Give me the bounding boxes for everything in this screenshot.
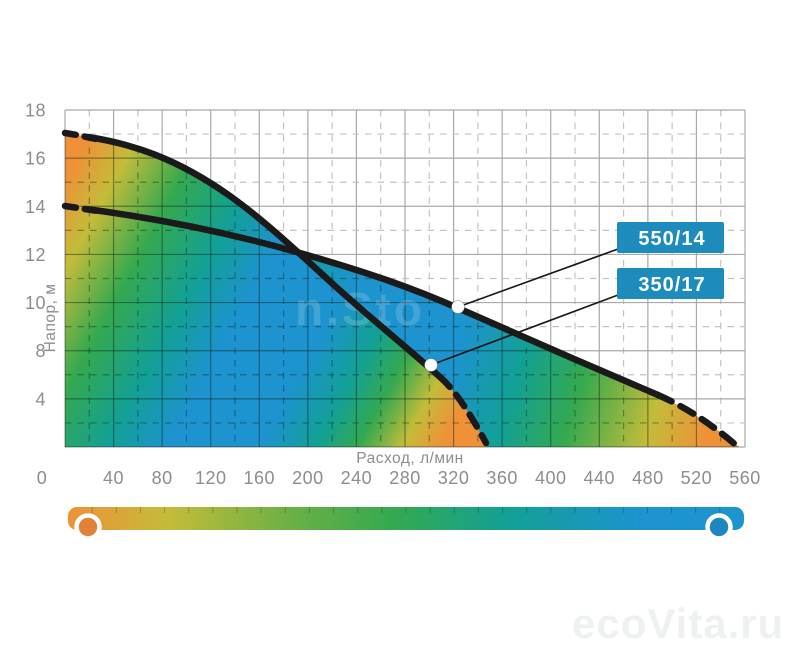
curve-350-17-tail — [436, 373, 490, 447]
connector-550 — [457, 248, 619, 308]
y-tick-label: 14 — [25, 197, 46, 217]
callout-box-550 — [617, 222, 724, 253]
x-axis-tick-labels: 0 40 80 120 160 200 240 280 320 360 400 440 480 520 56… — [37, 468, 761, 488]
callout-connectors — [430, 248, 619, 366]
x-tick-label: 560 — [729, 468, 761, 488]
curve-550-14-tail — [654, 391, 741, 450]
curve-markers — [424, 300, 465, 372]
x-tick-label: 280 — [389, 468, 421, 488]
y-tick-label: 12 — [25, 245, 46, 265]
y-tick-label: 10 — [25, 293, 46, 313]
x-axis-title: Расход, л/мин — [356, 450, 463, 467]
x-tick-label: 440 — [584, 468, 616, 488]
x-tick-label: 120 — [195, 468, 227, 488]
callout-label-550: 550/14 — [638, 228, 705, 250]
y-axis-tick-labels: 18 16 14 12 10 8 4 — [25, 101, 46, 410]
callout-label-350: 350/17 — [638, 274, 705, 296]
x-tick-label: 240 — [341, 468, 373, 488]
legend-circle-orange — [74, 513, 102, 541]
curve-550-14 — [86, 206, 662, 399]
y-axis-title: Напор, м — [42, 284, 59, 353]
x-tick-label: 480 — [632, 468, 664, 488]
x-tick-label: 80 — [152, 468, 173, 488]
site-watermark: ecoVita.ru — [572, 600, 784, 647]
pump-areas — [65, 133, 739, 447]
x-tick-label: 400 — [535, 468, 567, 488]
callout-boxes: 550/14 350/17 — [617, 222, 724, 299]
y-tick-label: 4 — [35, 389, 46, 409]
y-tick-label: 8 — [35, 341, 46, 361]
legend-bar-ticks — [91, 507, 721, 513]
x-tick-label: 520 — [681, 468, 713, 488]
marker-550 — [451, 300, 465, 314]
marker-350 — [424, 358, 438, 372]
connector-350 — [430, 294, 619, 366]
x-tick-label: 160 — [244, 468, 276, 488]
x-tick-label: 360 — [486, 468, 518, 488]
area-350-17 — [65, 133, 487, 447]
legend-gradient-bar — [68, 507, 744, 541]
x-tick-label: 40 — [103, 468, 124, 488]
x-tick-label: 320 — [438, 468, 470, 488]
legend-bar — [68, 507, 744, 530]
y-tick-label: 16 — [25, 149, 46, 169]
callout-box-350 — [617, 268, 724, 299]
pump-curves — [61, 129, 741, 450]
x-tick-label: 200 — [292, 468, 324, 488]
y-tick-label: 18 — [25, 101, 46, 121]
x-tick-label: 0 — [37, 468, 48, 488]
curve-350-17 — [84, 133, 444, 381]
legend-circle-blue — [705, 513, 733, 541]
